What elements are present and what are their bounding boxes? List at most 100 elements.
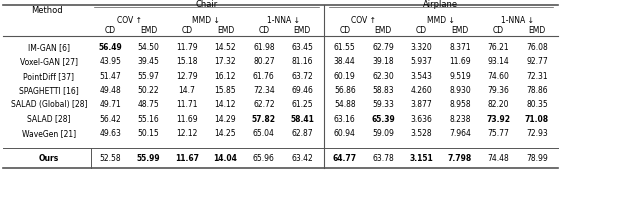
Text: 76.21: 76.21 xyxy=(488,43,509,52)
Text: 60.94: 60.94 xyxy=(334,129,356,138)
Text: 1-NNA ↓: 1-NNA ↓ xyxy=(501,16,534,25)
Text: 78.99: 78.99 xyxy=(526,154,548,163)
Text: 62.72: 62.72 xyxy=(253,100,275,109)
Text: 62.87: 62.87 xyxy=(291,129,313,138)
Text: 3.151: 3.151 xyxy=(410,154,433,163)
Text: 79.36: 79.36 xyxy=(488,86,509,95)
Text: 1-NNA ↓: 1-NNA ↓ xyxy=(267,16,300,25)
Text: 14.7: 14.7 xyxy=(179,86,195,95)
Text: CD: CD xyxy=(339,26,350,35)
Text: 55.99: 55.99 xyxy=(137,154,161,163)
Text: 74.60: 74.60 xyxy=(488,72,509,81)
Text: SALAD [28]: SALAD [28] xyxy=(28,115,71,124)
Text: 50.22: 50.22 xyxy=(138,86,159,95)
Text: IM-GAN [6]: IM-GAN [6] xyxy=(28,43,70,52)
Text: 14.12: 14.12 xyxy=(214,100,236,109)
Text: MMD ↓: MMD ↓ xyxy=(427,16,455,25)
Text: 93.14: 93.14 xyxy=(488,57,509,66)
Text: 8.958: 8.958 xyxy=(449,100,471,109)
Text: 8.930: 8.930 xyxy=(449,86,471,95)
Text: 11.71: 11.71 xyxy=(176,100,198,109)
Text: CD: CD xyxy=(181,26,193,35)
Text: 14.04: 14.04 xyxy=(214,154,237,163)
Text: 60.19: 60.19 xyxy=(334,72,356,81)
Text: 9.519: 9.519 xyxy=(449,72,471,81)
Text: 3.528: 3.528 xyxy=(411,129,433,138)
Text: 7.798: 7.798 xyxy=(448,154,472,163)
Text: CD: CD xyxy=(493,26,504,35)
Text: 14.29: 14.29 xyxy=(214,115,236,124)
Text: 11.79: 11.79 xyxy=(176,43,198,52)
Text: SPAGHETTI [16]: SPAGHETTI [16] xyxy=(19,86,79,95)
Text: 63.45: 63.45 xyxy=(291,43,313,52)
Text: 61.55: 61.55 xyxy=(334,43,356,52)
Text: COV ↑: COV ↑ xyxy=(351,16,376,25)
Text: 39.18: 39.18 xyxy=(372,57,394,66)
Text: CD: CD xyxy=(416,26,427,35)
Text: 80.27: 80.27 xyxy=(253,57,275,66)
Text: 62.79: 62.79 xyxy=(372,43,394,52)
Text: 72.34: 72.34 xyxy=(253,86,275,95)
Text: 8.371: 8.371 xyxy=(449,43,471,52)
Text: 7.964: 7.964 xyxy=(449,129,471,138)
Text: 49.48: 49.48 xyxy=(99,86,121,95)
Text: 63.16: 63.16 xyxy=(334,115,356,124)
Text: 65.04: 65.04 xyxy=(253,129,275,138)
Text: EMD: EMD xyxy=(140,26,157,35)
Text: 65.96: 65.96 xyxy=(253,154,275,163)
Text: 61.98: 61.98 xyxy=(253,43,275,52)
Text: 12.12: 12.12 xyxy=(176,129,198,138)
Text: 56.42: 56.42 xyxy=(99,115,121,124)
Text: PointDiff [37]: PointDiff [37] xyxy=(24,72,74,81)
Text: 74.48: 74.48 xyxy=(488,154,509,163)
Text: 73.92: 73.92 xyxy=(486,115,511,124)
Text: Method: Method xyxy=(31,6,63,15)
Text: EMD: EMD xyxy=(451,26,468,35)
Text: 17.32: 17.32 xyxy=(214,57,236,66)
Text: 4.260: 4.260 xyxy=(411,86,433,95)
Text: 64.77: 64.77 xyxy=(333,154,356,163)
Text: 16.12: 16.12 xyxy=(214,72,236,81)
Text: 78.86: 78.86 xyxy=(526,86,548,95)
Text: 61.76: 61.76 xyxy=(253,72,275,81)
Text: 69.46: 69.46 xyxy=(291,86,313,95)
Text: EMD: EMD xyxy=(528,26,545,35)
Text: 63.78: 63.78 xyxy=(372,154,394,163)
Text: 8.238: 8.238 xyxy=(449,115,471,124)
Text: 52.58: 52.58 xyxy=(99,154,121,163)
Text: 62.30: 62.30 xyxy=(372,72,394,81)
Text: 75.77: 75.77 xyxy=(488,129,509,138)
Text: 12.79: 12.79 xyxy=(176,72,198,81)
Text: 55.97: 55.97 xyxy=(138,72,159,81)
Text: 72.31: 72.31 xyxy=(526,72,548,81)
Text: CD: CD xyxy=(104,26,116,35)
Text: 11.69: 11.69 xyxy=(449,57,471,66)
Text: 58.83: 58.83 xyxy=(372,86,394,95)
Text: 82.20: 82.20 xyxy=(488,100,509,109)
Text: 55.16: 55.16 xyxy=(138,115,159,124)
Text: 63.42: 63.42 xyxy=(291,154,313,163)
Text: 59.09: 59.09 xyxy=(372,129,394,138)
Text: 3.543: 3.543 xyxy=(411,72,433,81)
Text: 57.82: 57.82 xyxy=(252,115,276,124)
Text: 72.93: 72.93 xyxy=(526,129,548,138)
Text: 49.71: 49.71 xyxy=(99,100,121,109)
Text: 56.86: 56.86 xyxy=(334,86,356,95)
Text: EMD: EMD xyxy=(374,26,392,35)
Text: 59.33: 59.33 xyxy=(372,100,394,109)
Text: 49.63: 49.63 xyxy=(99,129,121,138)
Text: 15.85: 15.85 xyxy=(214,86,236,95)
Text: 80.35: 80.35 xyxy=(526,100,548,109)
Text: Airplane: Airplane xyxy=(423,0,458,9)
Text: 58.41: 58.41 xyxy=(291,115,314,124)
Text: 50.15: 50.15 xyxy=(138,129,159,138)
Text: 11.69: 11.69 xyxy=(176,115,198,124)
Text: SALAD (Global) [28]: SALAD (Global) [28] xyxy=(11,100,87,109)
Text: 51.47: 51.47 xyxy=(99,72,121,81)
Text: Chair: Chair xyxy=(195,0,218,9)
Text: COV ↑: COV ↑ xyxy=(117,16,142,25)
Text: MMD ↓: MMD ↓ xyxy=(192,16,220,25)
Text: 71.08: 71.08 xyxy=(525,115,549,124)
Text: Voxel-GAN [27]: Voxel-GAN [27] xyxy=(20,57,78,66)
Text: 54.88: 54.88 xyxy=(334,100,356,109)
